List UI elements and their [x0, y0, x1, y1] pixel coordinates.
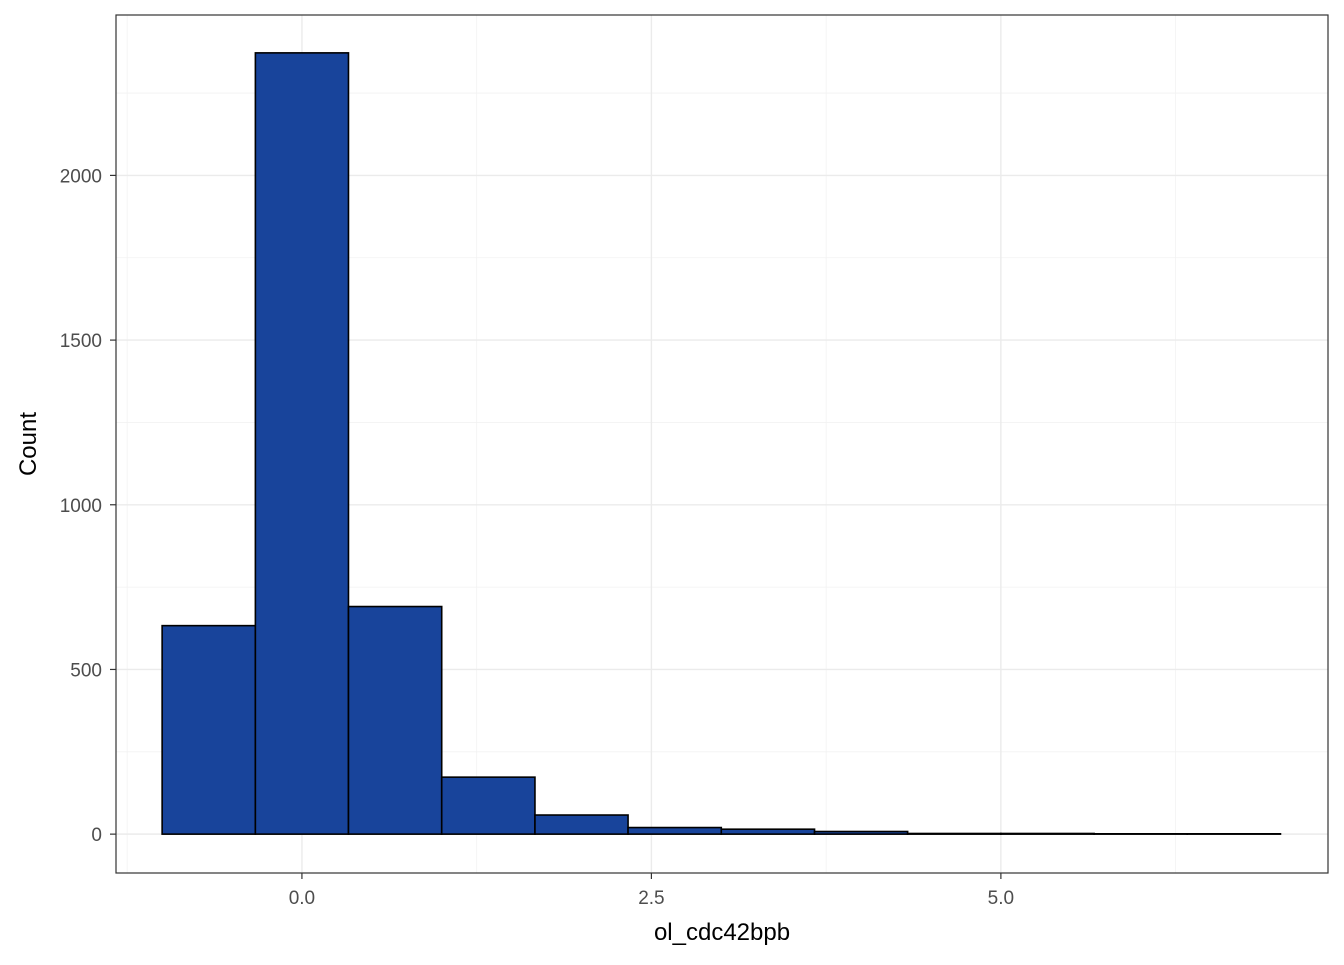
- y-tick-label-2: 1000: [60, 496, 102, 517]
- x-axis-title: ol_cdc42bpb: [654, 919, 790, 946]
- histogram-bar-3: [442, 777, 535, 834]
- x-tick-label-1: 2.5: [638, 888, 664, 909]
- y-tick-label-0: 0: [91, 825, 102, 846]
- histogram-bar-4: [535, 815, 628, 834]
- histogram-bar-7: [815, 831, 908, 834]
- x-tick-label-0: 0.0: [289, 888, 315, 909]
- histogram-bar-6: [721, 829, 814, 834]
- histogram-bar-2: [348, 607, 441, 835]
- x-tick-label-2: 5.0: [988, 888, 1014, 909]
- y-axis-title: Count: [15, 412, 42, 476]
- histogram-bar-5: [628, 828, 721, 835]
- histogram-bar-0: [162, 626, 255, 834]
- histogram-bar-8: [908, 833, 1001, 834]
- histogram-bar-9: [1001, 833, 1094, 834]
- y-tick-label-3: 1500: [60, 331, 102, 352]
- y-tick-label-1: 500: [70, 660, 102, 681]
- y-tick-label-4: 2000: [60, 166, 102, 187]
- histogram-bar-1: [255, 53, 348, 834]
